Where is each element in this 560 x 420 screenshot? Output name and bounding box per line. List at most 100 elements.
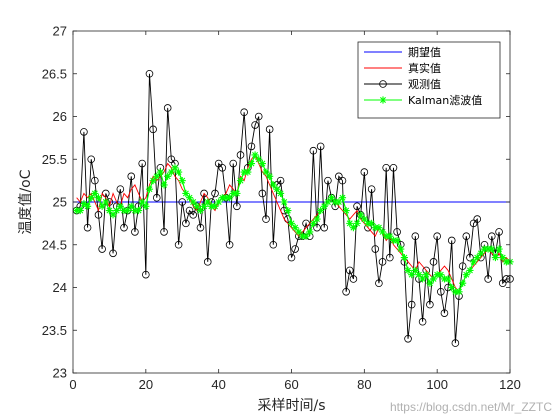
observed-point-108 xyxy=(462,232,471,241)
observed-point-74 xyxy=(338,176,347,185)
filtered-point-99 xyxy=(429,275,438,283)
observed-point-76 xyxy=(345,266,354,275)
filtered-point-111 xyxy=(473,253,481,262)
series-line-3 xyxy=(76,73,510,344)
filtered-point-27 xyxy=(167,168,175,176)
observed-point-75 xyxy=(342,287,350,296)
observed-point-86 xyxy=(382,164,390,172)
filtered-point-48 xyxy=(244,168,252,176)
filtered-point-69 xyxy=(320,202,328,210)
filtered-point-118 xyxy=(499,253,507,262)
observed-point-31 xyxy=(182,219,190,228)
observed-point-4 xyxy=(83,223,92,232)
filtered-point-90 xyxy=(397,245,405,253)
observed-point-60 xyxy=(287,253,296,262)
observed-point-52 xyxy=(258,189,267,198)
observed-point-16 xyxy=(127,172,136,181)
filtered-point-78 xyxy=(353,219,361,227)
observed-point-17 xyxy=(131,228,139,236)
filtered-point-86 xyxy=(382,232,390,240)
observed-point-46 xyxy=(236,151,245,159)
filtered-point-20 xyxy=(142,202,150,210)
observed-point-109 xyxy=(466,253,474,262)
filtered-point-72 xyxy=(331,198,339,206)
filtered-point-61 xyxy=(291,224,299,232)
observed-point-50 xyxy=(251,121,259,129)
filtered-point-119 xyxy=(502,258,510,266)
observed-point-22 xyxy=(149,125,157,134)
filtered-point-94 xyxy=(411,266,419,274)
filtered-point-95 xyxy=(415,271,423,279)
filtered-point-101 xyxy=(437,271,445,279)
filtered-point-62 xyxy=(295,228,303,236)
filtered-point-105 xyxy=(451,288,459,296)
x-tick-label-120: 120 xyxy=(499,377,521,392)
x-axis-label: 采样时间/s xyxy=(257,398,325,414)
filtered-point-74 xyxy=(338,194,347,202)
observed-point-102 xyxy=(440,309,449,317)
observed-point-98 xyxy=(426,300,434,309)
filtered-point-25 xyxy=(160,181,168,189)
filtered-point-100 xyxy=(433,271,441,279)
filtered-point-36 xyxy=(200,202,208,210)
observed-point-96 xyxy=(418,317,427,326)
filtered-point-13 xyxy=(116,202,124,210)
filtered-point-75 xyxy=(342,206,350,215)
observed-point-47 xyxy=(240,108,248,117)
observed-point-87 xyxy=(386,253,394,262)
observed-point-66 xyxy=(309,146,318,155)
observed-point-37 xyxy=(203,258,212,266)
observed-point-69 xyxy=(320,223,329,232)
filtered-point-107 xyxy=(459,279,467,287)
filtered-point-32 xyxy=(185,194,194,202)
observed-point-107 xyxy=(458,262,467,270)
x-tick-label-80: 80 xyxy=(357,377,371,392)
filtered-point-34 xyxy=(193,202,201,210)
filtered-point-26 xyxy=(164,172,172,180)
filtered-point-44 xyxy=(229,189,237,198)
observed-point-35 xyxy=(196,223,205,232)
x-tick-label-40: 40 xyxy=(211,377,225,392)
y-tick-label-24-5: 24.5 xyxy=(42,237,67,252)
filtered-point-83 xyxy=(371,224,379,232)
filtered-point-7 xyxy=(94,194,103,202)
filtered-point-8 xyxy=(98,202,106,210)
filtered-point-73 xyxy=(335,198,343,206)
observed-point-114 xyxy=(484,275,492,283)
filtered-point-70 xyxy=(324,198,332,206)
observed-point-11 xyxy=(109,249,117,258)
observed-point-93 xyxy=(407,300,416,309)
y-tick-label-25-5: 25.5 xyxy=(42,152,67,167)
filtered-point-80 xyxy=(360,215,368,223)
observed-point-101 xyxy=(437,287,445,296)
filtered-point-77 xyxy=(349,224,358,232)
observed-point-54 xyxy=(265,125,274,134)
filtered-point-79 xyxy=(357,211,365,219)
filtered-point-46 xyxy=(236,177,245,185)
series-4 xyxy=(73,151,514,296)
observed-point-5 xyxy=(87,155,96,164)
filtered-point-106 xyxy=(455,288,463,296)
observed-point-51 xyxy=(254,112,263,121)
legend-label-1: 期望值 xyxy=(408,46,441,59)
observed-point-33 xyxy=(189,211,197,219)
x-tick-label-60: 60 xyxy=(284,377,298,392)
filtered-point-91 xyxy=(400,253,408,262)
observed-point-39 xyxy=(211,189,219,198)
filtered-point-71 xyxy=(327,194,336,202)
observed-point-25 xyxy=(160,228,168,236)
filtered-point-40 xyxy=(215,198,223,206)
observed-point-111 xyxy=(473,215,482,223)
observed-point-68 xyxy=(316,142,325,151)
filtered-point-33 xyxy=(189,198,197,206)
observed-point-89 xyxy=(393,228,401,236)
observed-point-80 xyxy=(360,168,369,176)
observed-point-14 xyxy=(120,223,128,232)
filtered-point-16 xyxy=(127,202,135,210)
observed-point-45 xyxy=(233,202,241,211)
filtered-point-6 xyxy=(91,189,99,198)
observed-point-55 xyxy=(269,240,278,249)
filtered-point-98 xyxy=(426,279,434,287)
